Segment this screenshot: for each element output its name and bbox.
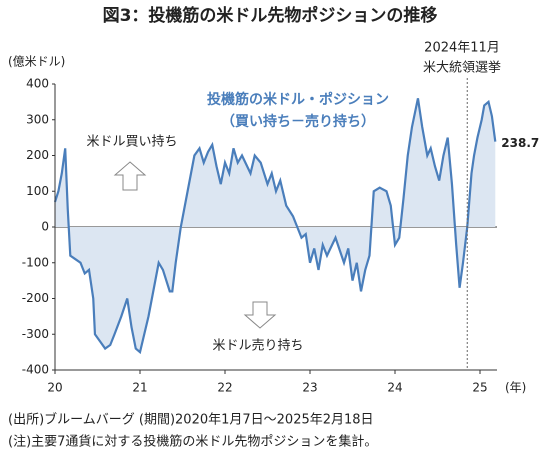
- end-value-label: 238.7: [501, 136, 539, 150]
- y-tick-label: -100: [22, 255, 49, 269]
- x-tick-label: 21: [132, 381, 147, 395]
- event-label: 米大統領選挙: [423, 60, 501, 76]
- y-tick-label: 100: [26, 184, 49, 198]
- y-tick-label: 200: [26, 148, 49, 162]
- y-tick-label: -300: [22, 327, 49, 341]
- series-subname: （買い持ち－売り持ち）: [221, 113, 375, 130]
- chart-title: 図3：投機筋の米ドル先物ポジションの推移: [103, 5, 438, 26]
- y-tick-label: 0: [41, 220, 49, 234]
- y-tick-label: 300: [26, 112, 49, 126]
- x-tick-label: 23: [302, 381, 317, 395]
- event-label: 2024年11月: [424, 41, 500, 56]
- down-arrow: [243, 301, 277, 329]
- up-arrow: [113, 161, 147, 191]
- x-tick-label: 22: [217, 381, 232, 395]
- y-tick-label: 400: [26, 77, 49, 91]
- x-tick-label: 20: [47, 381, 62, 395]
- series-name: 投機筋の米ドル・ポジション: [207, 91, 389, 108]
- footnote: (注)主要7通貨に対する投機筋の米ドル先物ポジションを集計。: [8, 434, 377, 450]
- y-axis-label: (億米ドル): [8, 55, 65, 69]
- footnote: (出所)ブルームバーグ (期間)2020年1月7日～2025年2月18日: [8, 412, 374, 428]
- y-tick-label: -400: [22, 363, 49, 377]
- x-tick-label: 24: [387, 381, 402, 395]
- x-tick-label: 25: [472, 381, 487, 395]
- x-axis-label: (年): [505, 381, 526, 395]
- sell-label: 米ドル売り持ち: [212, 338, 303, 354]
- line: [53, 98, 497, 355]
- y-tick-label: -200: [22, 291, 49, 305]
- area-fill: [55, 98, 496, 353]
- buy-label: 米ドル買い持ち: [86, 135, 177, 150]
